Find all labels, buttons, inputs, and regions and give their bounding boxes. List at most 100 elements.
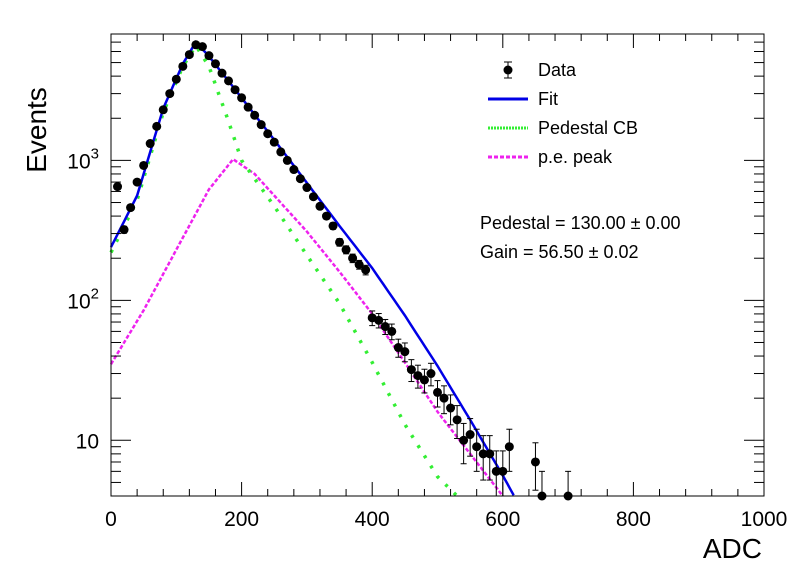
- data-marker: [126, 203, 136, 213]
- data-point: [145, 139, 155, 149]
- data-marker: [452, 415, 462, 425]
- data-point: [321, 211, 331, 221]
- y-tick-label-exponent: 3: [91, 145, 99, 162]
- data-marker: [178, 61, 188, 71]
- data-point: [459, 422, 469, 465]
- data-point: [393, 338, 403, 358]
- pedestal-cb-curve: [109, 42, 459, 498]
- data-point: [132, 177, 142, 187]
- x-tick-label: 800: [616, 508, 651, 531]
- x-tick-label: 200: [224, 508, 259, 531]
- data-marker: [459, 435, 469, 445]
- data-marker: [446, 403, 456, 413]
- data-marker: [315, 201, 325, 211]
- data-point: [113, 182, 123, 192]
- legend-label: p.e. peak: [538, 147, 613, 167]
- data-point: [530, 442, 540, 491]
- legend-entry: Pedestal CB: [488, 118, 638, 138]
- data-point: [485, 435, 495, 481]
- data-marker: [308, 192, 318, 202]
- data-marker: [119, 225, 129, 235]
- x-axis-title: ADC: [703, 533, 762, 564]
- data-marker: [387, 326, 397, 336]
- pedestal-annotation: Pedestal = 130.00 ± 0.00: [480, 213, 681, 233]
- data-point: [204, 51, 214, 61]
- data-marker: [217, 68, 227, 78]
- data-marker: [289, 165, 299, 175]
- data-point: [295, 174, 305, 184]
- data-marker: [374, 315, 384, 325]
- data-point: [276, 147, 286, 157]
- data-marker: [439, 393, 449, 403]
- plot-frame: [110, 33, 765, 497]
- data-marker: [328, 221, 338, 231]
- data-marker: [256, 120, 266, 130]
- data-point: [152, 121, 162, 131]
- data-point: [348, 253, 358, 264]
- data-point: [158, 105, 168, 115]
- data-point: [446, 394, 456, 426]
- x-tick-label: 600: [485, 508, 520, 531]
- legend-label: Pedestal CB: [538, 118, 638, 138]
- data-marker: [433, 387, 442, 397]
- data-point: [263, 129, 273, 139]
- data-point: [433, 380, 442, 408]
- data-marker: [224, 76, 234, 86]
- data-marker: [504, 442, 514, 452]
- y-axis-title: Events: [21, 87, 52, 173]
- data-marker: [184, 50, 194, 60]
- data-marker: [491, 466, 501, 476]
- data-point: [315, 201, 325, 211]
- gain-annotation: Gain = 56.50 ± 0.02: [480, 242, 639, 262]
- data-point: [413, 364, 423, 389]
- data-point: [184, 50, 194, 60]
- data-point: [328, 221, 338, 231]
- data-point: [210, 59, 220, 69]
- data-point: [426, 362, 436, 387]
- data-point: [406, 359, 416, 383]
- data-marker: [152, 121, 162, 131]
- data-point: [126, 203, 136, 213]
- data-marker: [204, 51, 214, 61]
- data-marker: [282, 155, 292, 165]
- data-marker: [139, 160, 149, 170]
- data-marker: [419, 375, 429, 385]
- data-marker: [406, 365, 416, 375]
- data-point: [452, 405, 462, 440]
- legend-entry: p.e. peak: [488, 147, 613, 167]
- data-marker: [250, 110, 260, 120]
- data-marker: [413, 371, 423, 381]
- data-point: [387, 323, 397, 341]
- data-marker: [498, 466, 508, 476]
- data-marker: [230, 85, 240, 95]
- y-tick-label: 102: [67, 285, 99, 313]
- data-point: [197, 42, 207, 52]
- data-point: [230, 85, 240, 95]
- data-marker: [263, 129, 273, 139]
- y-tick-label: 10: [76, 430, 99, 453]
- data-point: [361, 264, 371, 276]
- data-point: [237, 93, 247, 103]
- data-point: [374, 313, 384, 329]
- data-marker: [197, 42, 207, 52]
- legend-label: Fit: [538, 89, 558, 109]
- data-point: [419, 368, 429, 394]
- data-point: [354, 259, 364, 270]
- data-marker: [295, 174, 305, 184]
- legend-entry: Data: [503, 60, 577, 80]
- data-point: [465, 418, 475, 457]
- data-point: [504, 428, 514, 472]
- data-point: [119, 225, 129, 235]
- x-tick-label: 1000: [741, 508, 788, 531]
- legend: Data Fit Pedestal CB p.e. peak: [488, 60, 638, 167]
- data-point: [335, 237, 345, 247]
- data-point: [243, 102, 253, 112]
- x-tick-label: 0: [105, 508, 117, 531]
- data-marker: [335, 237, 345, 247]
- data-point: [341, 245, 351, 255]
- data-marker: [400, 347, 410, 357]
- data-marker: [171, 74, 181, 84]
- data-point: [217, 68, 227, 78]
